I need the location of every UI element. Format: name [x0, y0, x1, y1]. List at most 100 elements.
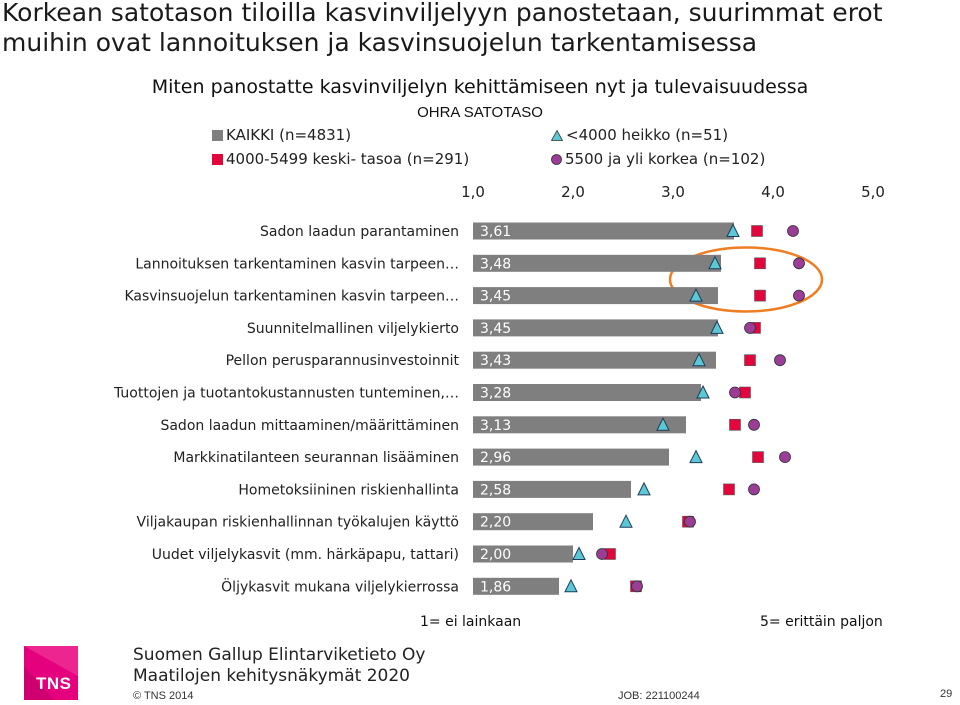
category-label: Viljakaupan riskienhallinnan työkalujen …	[137, 515, 459, 531]
footer-copyright: © TNS 2014	[133, 690, 194, 702]
category-label: Hometoksiininen riskienhallinta	[238, 482, 459, 498]
triangle-marker	[726, 223, 740, 237]
logo-text: TNS	[36, 674, 72, 693]
circle-marker	[744, 321, 756, 334]
legend-item-korkea: 5500 ja yli korkea (n=102)	[551, 150, 765, 168]
legend-item-kaikki: KAIKKI (n=4831)	[212, 126, 351, 144]
square-marker	[739, 386, 751, 399]
square-marker	[729, 418, 741, 431]
triangle-marker	[710, 320, 724, 334]
bar-value-label: 2,00	[480, 547, 511, 563]
footer-company: Suomen Gallup Elintarviketieto Oy	[133, 645, 426, 665]
bar-value-label: 3,13	[480, 418, 511, 434]
logo-pattern-icon	[24, 646, 78, 700]
circle-marker	[793, 257, 805, 270]
triangle-marker	[564, 578, 578, 593]
data-bar	[473, 448, 669, 466]
highlight-ellipse	[668, 246, 824, 313]
x-tick-label: 3,0	[661, 183, 685, 201]
data-bar	[473, 577, 559, 595]
chart-subtitle: OHRA SATOTASO	[417, 104, 543, 121]
circle-marker	[596, 548, 608, 560]
slide-title-line1: Korkean satotason tiloilla kasvinviljely…	[2, 0, 883, 27]
slide-title: Korkean satotason tiloilla kasvinviljely…	[2, 0, 952, 58]
square-marker	[754, 257, 766, 270]
category-label: Markkinatilanteen seurannan lisääminen	[173, 450, 459, 466]
slide-title-line2: muihin ovat lannoituksen ja kasvinsuojel…	[2, 28, 758, 57]
circle-marker	[793, 289, 805, 302]
x-tick-label: 4,0	[761, 183, 785, 201]
triangle-marker	[696, 384, 710, 399]
bar-value-label: 1,86	[480, 579, 511, 595]
footer-job: JOB: 221100244	[618, 690, 700, 702]
scale-note-min: 1= ei lainkaan	[420, 614, 522, 630]
legend-label: KAIKKI (n=4831)	[226, 126, 352, 144]
x-tick-label: 5,0	[861, 183, 885, 201]
circle-marker	[774, 354, 786, 367]
bar-value-label: 3,45	[480, 321, 511, 337]
category-label: Kasvinsuojelun tarkentaminen kasvin tarp…	[124, 289, 459, 305]
data-bar	[473, 480, 631, 498]
circle-marker	[748, 483, 760, 496]
x-tick-label: 2,0	[561, 183, 585, 201]
legend-label: 4000-5499 keski- tasoa (n=291)	[226, 150, 470, 168]
bar-value-label: 3,48	[480, 256, 511, 272]
category-label: Uudet viljelykasvit (mm. härkäpapu, tatt…	[152, 547, 459, 563]
category-label: Sadon laadun parantaminen	[260, 224, 459, 240]
data-bar	[473, 513, 593, 531]
chart-title: Miten panostatte kasvinviljelyn kehittäm…	[151, 76, 809, 98]
square-marker	[754, 289, 766, 302]
legend-label: <4000 heikko (n=51)	[566, 126, 729, 144]
data-bar	[473, 384, 701, 401]
triangle-marker	[708, 255, 722, 270]
triangle-marker	[619, 514, 633, 528]
data-bar	[473, 416, 686, 434]
triangle-marker	[637, 481, 651, 496]
triangle-marker	[692, 352, 706, 367]
category-label: Sadon laadun mittaaminen/määrittäminen	[160, 418, 459, 434]
tns-logo: TNS	[24, 646, 78, 700]
bar-value-label: 3,28	[480, 386, 511, 402]
scale-note-max: 5= erittäin paljon	[760, 614, 883, 630]
bar-value-label: 3,61	[480, 224, 511, 240]
circle-marker	[779, 451, 791, 464]
x-tick-label: 1,0	[461, 183, 485, 201]
legend-item-keski: 4000-5499 keski- tasoa (n=291)	[212, 150, 469, 168]
bar-value-label: 2,20	[480, 515, 511, 531]
legend-item-heikko: <4000 heikko (n=51)	[550, 126, 729, 144]
bar-value-label: 2,96	[480, 450, 511, 466]
triangle-marker	[689, 287, 703, 302]
bar-value-label: 2,58	[480, 482, 511, 498]
data-bar	[473, 545, 573, 563]
category-label: Suunnitelmallinen viljelykierto	[247, 321, 459, 337]
circle-marker	[748, 418, 760, 431]
data-bar	[473, 351, 716, 369]
data-bar	[473, 319, 718, 337]
triangle-marker	[572, 546, 586, 560]
bar-value-label: 3,43	[480, 353, 511, 369]
data-bar	[473, 287, 718, 305]
triangle-marker	[656, 417, 670, 431]
legend-triangle-icon	[550, 129, 564, 141]
circle-marker	[729, 386, 741, 399]
circle-marker	[684, 515, 696, 528]
legend-bar-icon	[212, 130, 223, 141]
square-marker	[744, 354, 756, 367]
legend-circle-icon	[551, 154, 562, 165]
category-label: Lannoituksen tarkentaminen kasvin tarpee…	[135, 256, 459, 272]
triangle-marker	[689, 449, 703, 464]
data-bar	[473, 222, 734, 240]
category-label: Pellon perusparannusinvestoinnit	[226, 353, 460, 369]
square-marker	[752, 451, 764, 463]
square-marker	[751, 225, 763, 237]
category-label: Tuottojen ja tuotantokustannusten tuntem…	[113, 386, 459, 402]
square-marker	[723, 483, 735, 496]
data-bar	[473, 254, 721, 272]
category-label: Öljykasvit mukana viljelykierrossa	[221, 577, 459, 595]
circle-marker	[787, 225, 799, 237]
bar-value-label: 3,45	[480, 289, 511, 305]
footer-page-number: 29	[940, 688, 953, 700]
legend-square-icon	[212, 154, 223, 165]
legend-label: 5500 ja yli korkea (n=102)	[565, 150, 766, 168]
